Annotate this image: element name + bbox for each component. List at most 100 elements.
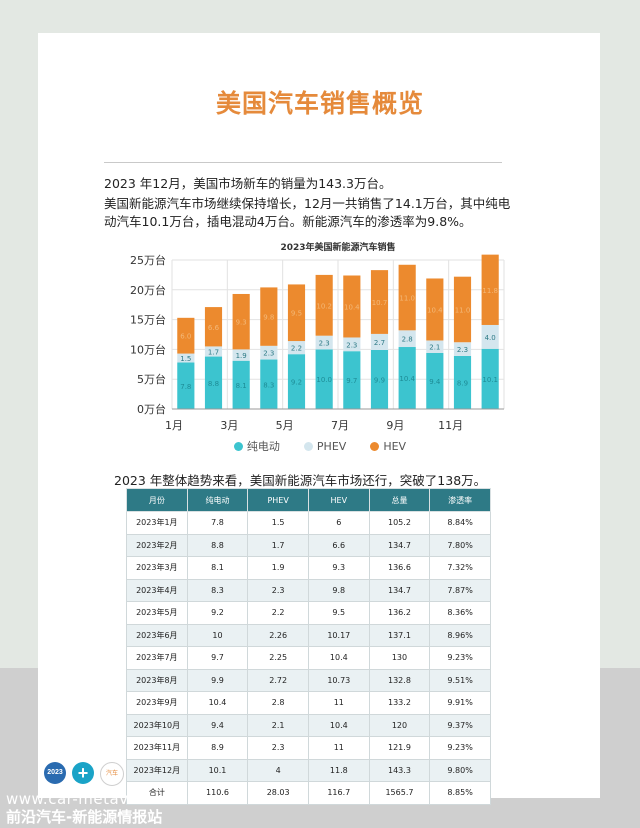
data-label: 10.1 <box>482 376 498 384</box>
bar-segment <box>398 347 416 409</box>
logo-2023-text: 2023 <box>47 769 63 776</box>
intro-line-3: 动汽车10.1万台，插电混动4万台。新能源汽车的渗透率为9.8%。 <box>104 214 472 229</box>
page-title: 美国汽车销售概览 <box>215 89 424 118</box>
bar-segment <box>315 349 333 409</box>
data-label: 9.5 <box>291 310 302 318</box>
table-cell: 2023年6月 <box>126 623 188 647</box>
data-label: 2.3 <box>319 340 330 348</box>
data-label: 11.0 <box>399 295 415 303</box>
table-cell: 8.85% <box>429 781 491 805</box>
y-tick-label: 5万台 <box>137 372 166 386</box>
table-cell: 134.7 <box>368 578 431 602</box>
table-row: 2023年12月 10.1 4 11.8 143.3 9.80% <box>126 758 491 782</box>
table-cell: 1.7 <box>247 533 309 557</box>
table-row: 2023年10月 9.4 2.1 10.4 120 9.37% <box>126 713 491 737</box>
table-cell: 2.8 <box>247 691 309 715</box>
logo-2023: 2023 <box>44 762 66 784</box>
table-cell: 110.6 <box>186 781 249 805</box>
table-cell: 2023年4月 <box>126 578 188 602</box>
table-header-cell: 月份 <box>126 488 188 512</box>
legend-label: 纯电动 <box>246 440 280 453</box>
bar-segment <box>398 330 416 348</box>
bar-segment <box>343 275 361 338</box>
car-logo: 汽车 <box>100 762 124 786</box>
table-cell: 116.7 <box>307 781 370 805</box>
legend-swatch <box>233 442 243 451</box>
legend-swatch <box>303 442 313 451</box>
table-cell: 9.80% <box>429 758 491 782</box>
table-cell: 2.72 <box>247 668 309 692</box>
table-row: 2023年1月 7.8 1.5 6 105.2 8.84% <box>126 511 491 535</box>
y-tick-label: 25万台 <box>130 253 166 267</box>
data-label: 2.7 <box>374 339 385 347</box>
data-label: 10.4 <box>344 303 360 311</box>
data-label: 9.2 <box>291 379 302 387</box>
table-cell: 10.4 <box>186 691 249 715</box>
legend-item: PHEV <box>303 440 347 453</box>
bar-segment <box>287 341 306 355</box>
data-label: 2.2 <box>291 345 302 353</box>
table-cell: 11 <box>307 736 370 760</box>
data-label: 4.0 <box>485 334 496 342</box>
table-cell: 130 <box>368 646 431 670</box>
table-cell: 10 <box>186 623 249 647</box>
table-cell: 2.2 <box>247 601 309 625</box>
table-cell: 9.23% <box>429 736 491 760</box>
table-cell: 10.17 <box>307 623 370 647</box>
table-cell: 8.84% <box>429 511 491 535</box>
bar-segment <box>426 340 444 353</box>
sales-table: 月份 纯电动 PHEV HEV 总量 渗透率 2023年1月 7.8 1.5 6 105.2 8.8… <box>126 488 491 805</box>
legend-item: HEV <box>370 440 406 453</box>
table-cell: 143.3 <box>368 758 431 782</box>
table-cell: 105.2 <box>368 511 431 535</box>
data-label: 8.9 <box>457 379 468 387</box>
table-cell: 9.8 <box>307 578 370 602</box>
table-header-cell: 纯电动 <box>186 488 249 512</box>
bar-segment <box>426 352 444 409</box>
bar-segment <box>260 345 278 360</box>
intro-line-2: 美国新能源汽车市场继续保持增长，12月一共销售了14.1万台，其中纯电 <box>104 196 511 211</box>
table-cell: 9.9 <box>186 668 249 692</box>
chart-legend: 纯电动 PHEV HEV <box>0 438 640 454</box>
data-label: 11.8 <box>482 287 498 295</box>
bar-segment <box>260 359 278 409</box>
bar-segment <box>260 287 278 346</box>
x-tick-label: 9月 <box>386 419 404 432</box>
data-label: 9.3 <box>236 319 247 327</box>
table-cell: 2023年5月 <box>126 601 188 625</box>
data-label: 9.4 <box>429 378 441 386</box>
table-cell: 2.25 <box>247 646 309 670</box>
bar-segment <box>204 307 223 347</box>
data-label: 9.9 <box>374 376 385 384</box>
table-cell: 121.9 <box>368 736 431 760</box>
table-cell: 134.7 <box>368 533 431 557</box>
data-label: 1.7 <box>208 348 219 356</box>
legend-label: HEV <box>383 440 407 453</box>
table-cell: 8.96% <box>429 623 491 647</box>
table-header-cell: 渗透率 <box>429 488 491 512</box>
legend-label: PHEV <box>316 440 347 453</box>
data-label: 9.7 <box>346 377 357 385</box>
title-divider <box>104 162 502 163</box>
table-cell: 7.8 <box>186 511 249 535</box>
data-label: 8.3 <box>263 381 274 389</box>
table-header-row: 月份 纯电动 PHEV HEV 总量 渗透率 <box>126 488 491 512</box>
data-label: 2.3 <box>346 341 357 349</box>
bar-segment <box>315 274 333 336</box>
chart-title: 2023年美国新能源汽车销售 <box>280 241 395 253</box>
x-tick-label: 1月 <box>165 419 183 432</box>
table-cell: 2023年8月 <box>126 668 188 692</box>
data-label: 10.2 <box>316 302 332 310</box>
bar-segment <box>287 354 306 409</box>
table-row: 2023年3月 8.1 1.9 9.3 136.6 7.32% <box>126 556 491 580</box>
x-tick-label: 3月 <box>220 419 238 432</box>
table-row: 2023年5月 9.2 2.2 9.5 136.2 8.36% <box>126 601 491 625</box>
bar-segment <box>481 254 499 325</box>
table-row: 合计 110.6 28.03 116.7 1565.7 8.85% <box>126 781 491 805</box>
data-label: 6.0 <box>180 333 191 341</box>
table-cell: 1.9 <box>247 556 309 580</box>
table-cell: 合计 <box>126 781 188 805</box>
bar-segment <box>343 351 361 409</box>
table-cell: 11.8 <box>307 758 370 782</box>
table-cell: 2.3 <box>247 736 309 760</box>
